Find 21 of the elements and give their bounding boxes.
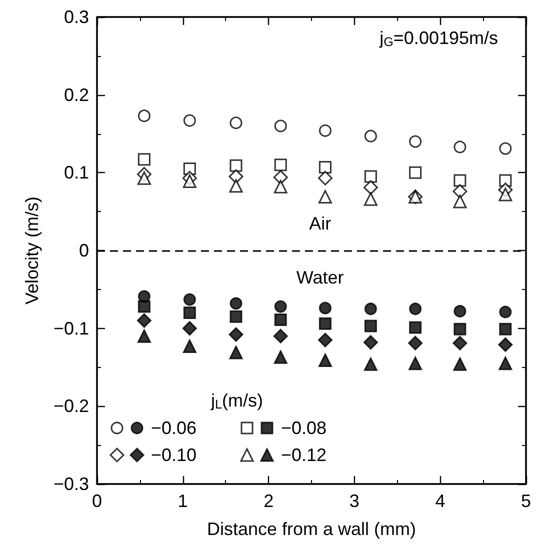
x-axis-title: Distance from a wall (mm) <box>206 519 416 539</box>
legend-label: −0.12 <box>281 445 327 465</box>
annotation: Water <box>296 268 344 288</box>
x-tick-label: 4 <box>435 491 446 511</box>
x-tick-label: 5 <box>520 491 532 511</box>
legend-label: −0.10 <box>151 445 197 465</box>
x-tick-label: 3 <box>349 491 360 511</box>
legend-label: −0.08 <box>281 418 327 438</box>
y-tick-label: 0 <box>78 240 89 260</box>
annotation: Air <box>309 213 332 234</box>
legend-label: −0.06 <box>151 418 197 438</box>
y-tick-label: 0.1 <box>64 162 89 183</box>
y-axis-title: Velocity (m/s) <box>22 196 42 305</box>
y-tick-label: 0.3 <box>64 7 89 27</box>
x-tick-label: 1 <box>178 491 188 511</box>
y-tick-label: −0.3 <box>53 474 89 494</box>
x-tick-label: 2 <box>264 491 274 511</box>
y-tick-label: 0.2 <box>64 84 89 105</box>
x-tick-label: 0 <box>92 491 102 511</box>
y-tick-label: −0.2 <box>53 396 89 416</box>
y-tick-label: −0.1 <box>53 318 89 338</box>
